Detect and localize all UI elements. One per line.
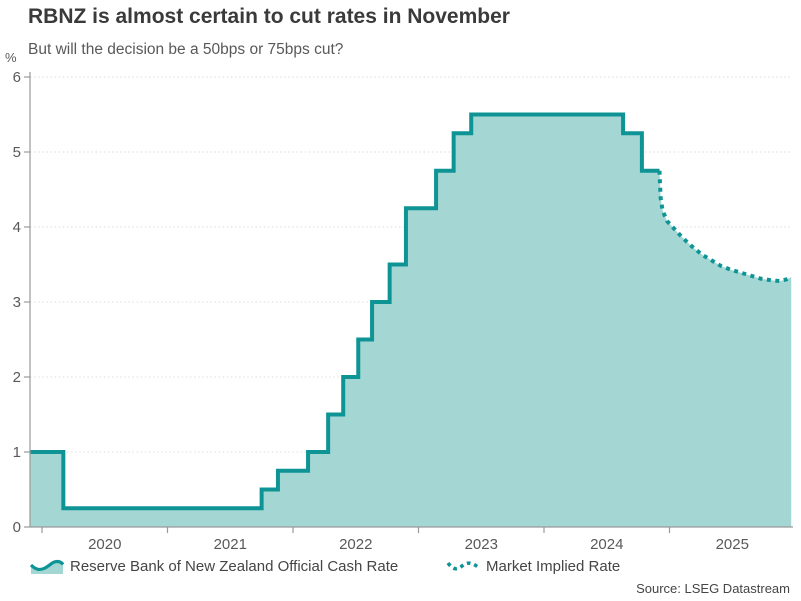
x-axis-tick-label: 2021 xyxy=(214,536,247,553)
legend-label-official-cash-rate: Reserve Bank of New Zealand Official Cas… xyxy=(70,557,399,575)
x-axis-tick-label: 2020 xyxy=(88,536,121,553)
page-subtitle: But will the decision be a 50bps or 75bp… xyxy=(28,41,344,58)
y-axis-tick-label: 2 xyxy=(13,369,21,386)
legend-label-market-implied-rate: Market Implied Rate xyxy=(486,557,621,575)
y-axis-tick-label: 5 xyxy=(13,144,21,161)
area-fill xyxy=(30,114,792,527)
x-axis-tick-label: 2022 xyxy=(339,536,372,553)
y-axis-unit-label: % xyxy=(5,50,17,65)
y-axis-tick-label: 6 xyxy=(13,69,21,86)
x-axis-tick-label: 2025 xyxy=(716,536,749,553)
y-axis-tick-label: 4 xyxy=(13,219,21,236)
y-axis-tick-label: 0 xyxy=(13,519,21,536)
x-axis-tick-label: 2023 xyxy=(465,536,498,553)
legend-item-market-implied-rate: Market Implied Rate xyxy=(446,557,620,575)
x-axis-tick-label: 2024 xyxy=(590,536,623,553)
legend-item-official-cash-rate: Reserve Bank of New Zealand Official Cas… xyxy=(30,557,398,575)
source-note: Source: LSEG Datastream xyxy=(636,581,790,596)
official-cash-rate-line xyxy=(30,112,660,511)
y-axis-tick-label: 3 xyxy=(13,294,21,311)
page-title: RBNZ is almost certain to cut rates in N… xyxy=(28,5,510,28)
dotted-line-legend-icon xyxy=(446,561,480,571)
y-axis-tick-label: 1 xyxy=(13,444,21,461)
market-implied-rate-line xyxy=(657,170,793,284)
area-line-legend-icon xyxy=(30,559,64,574)
